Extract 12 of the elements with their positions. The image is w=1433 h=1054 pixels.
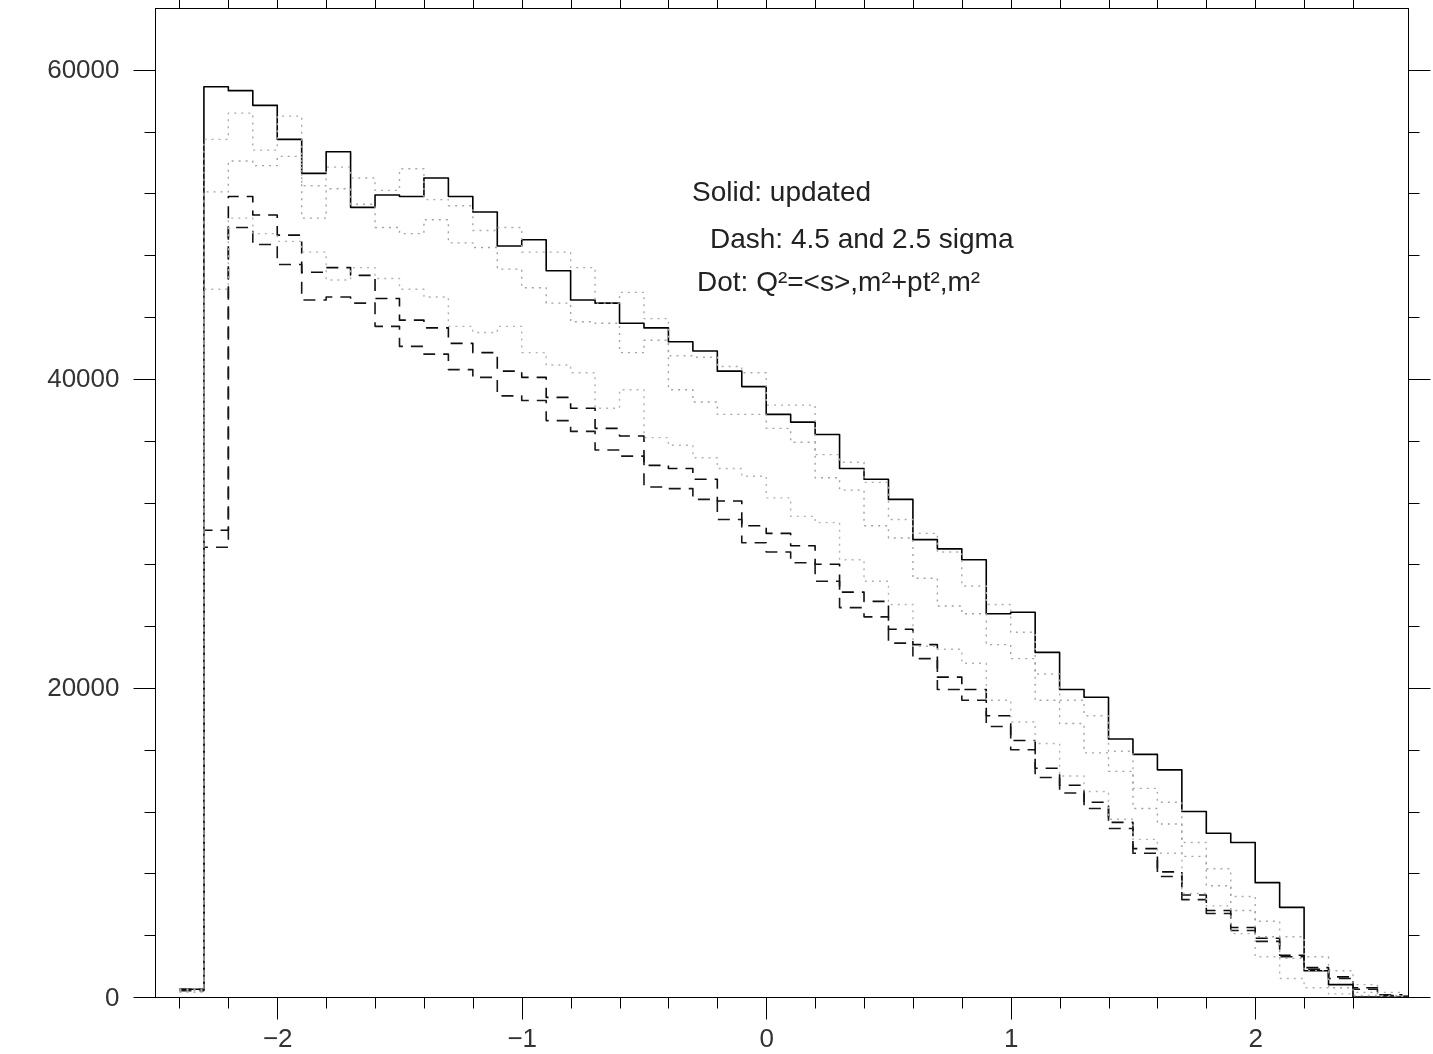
y-tick-label: 0 <box>105 981 120 1012</box>
y-tick-label: 40000 <box>47 363 120 394</box>
annotation: Solid: updated <box>692 176 872 207</box>
x-tick-label: −2 <box>262 1022 293 1053</box>
x-tick-label: −1 <box>507 1022 538 1053</box>
x-tick-label: 0 <box>759 1022 774 1053</box>
y-tick-label: 20000 <box>47 672 120 703</box>
y-tick-label: 60000 <box>47 54 120 85</box>
annotation: Dash: 4.5 and 2.5 sigma <box>710 223 1014 254</box>
x-tick-label: 2 <box>1248 1022 1263 1053</box>
x-tick-label: 1 <box>1003 1022 1019 1053</box>
annotation: Dot: Q²=<s>,m²+pt²,m² <box>697 266 981 297</box>
